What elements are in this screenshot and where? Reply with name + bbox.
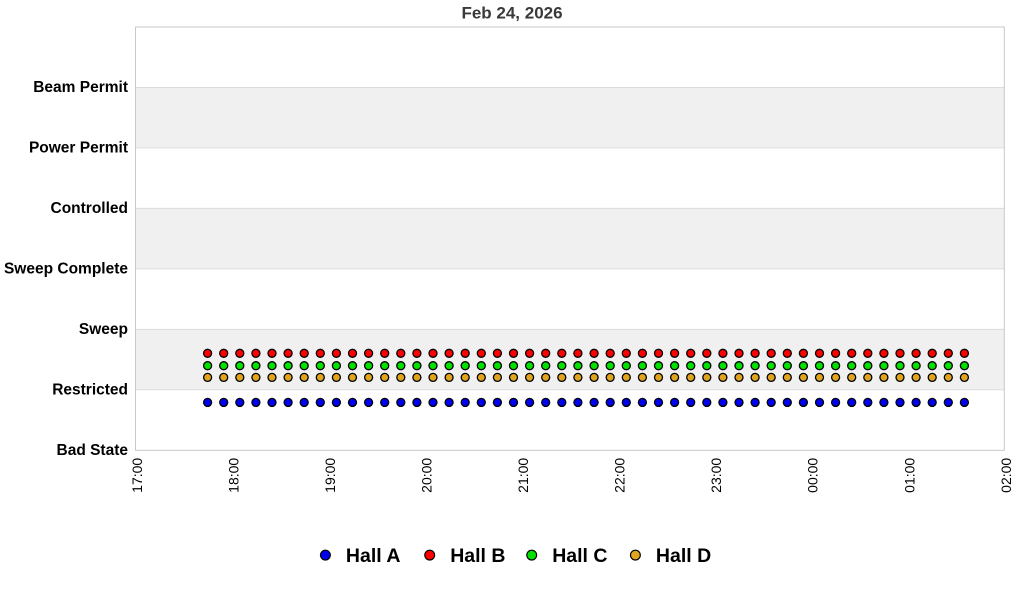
svg-text:02:00: 02:00 [998,458,1014,493]
svg-text:Hall C: Hall C [552,545,607,567]
svg-text:Hall B: Hall B [450,545,505,567]
svg-text:Restricted: Restricted [52,381,128,398]
svg-text:Beam Permit: Beam Permit [33,79,128,96]
svg-text:21:00: 21:00 [515,458,531,493]
svg-text:00:00: 00:00 [805,458,821,493]
svg-text:Hall D: Hall D [656,545,711,567]
svg-text:Power Permit: Power Permit [29,139,128,156]
svg-text:Feb 24, 2026: Feb 24, 2026 [461,4,562,23]
svg-text:Sweep Complete: Sweep Complete [4,260,128,277]
svg-text:Controlled: Controlled [51,200,129,217]
svg-text:18:00: 18:00 [226,458,242,493]
svg-text:17:00: 17:00 [129,458,145,493]
svg-text:20:00: 20:00 [419,458,435,493]
svg-text:19:00: 19:00 [322,458,338,493]
svg-text:Bad State: Bad State [57,442,129,459]
svg-text:22:00: 22:00 [612,458,628,493]
svg-text:01:00: 01:00 [901,458,917,493]
svg-text:Sweep: Sweep [79,321,128,338]
svg-text:Hall A: Hall A [346,545,401,567]
svg-text:23:00: 23:00 [708,458,724,493]
